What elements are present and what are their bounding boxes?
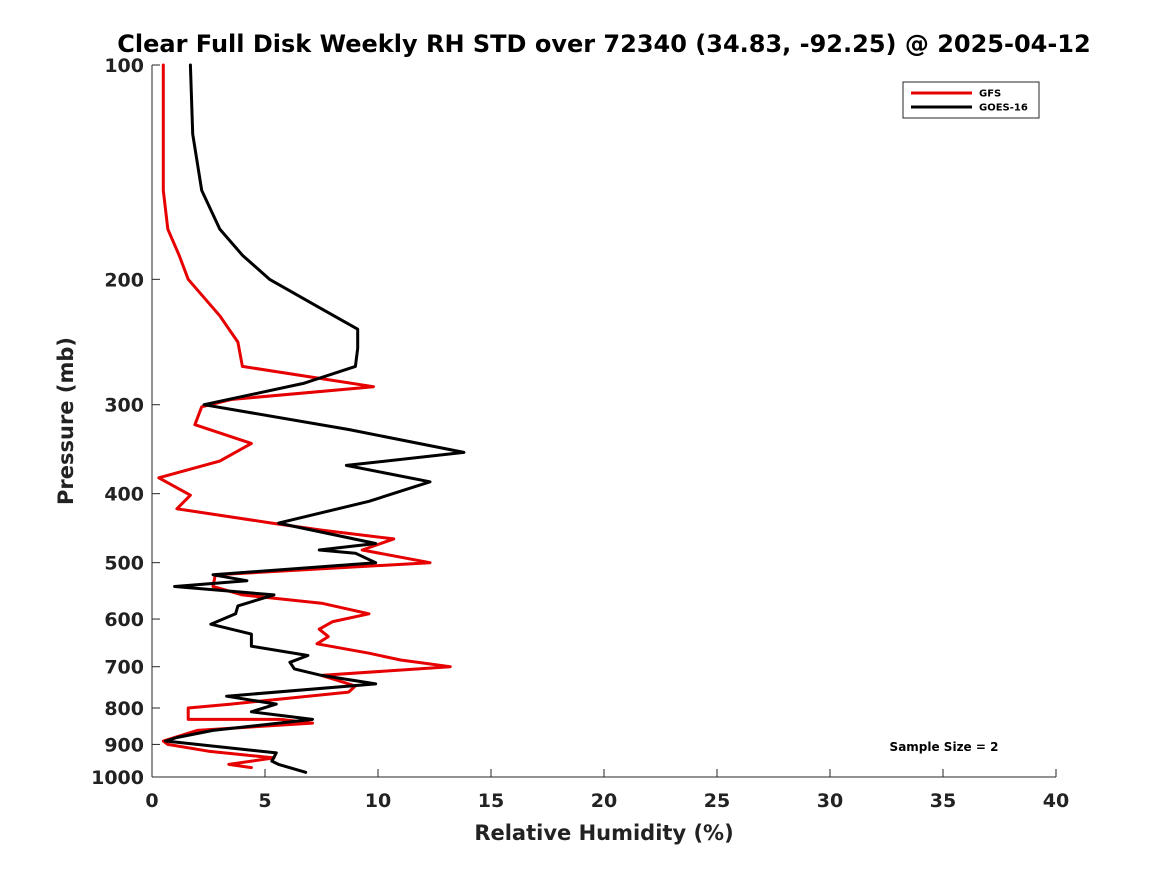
chart-title: Clear Full Disk Weekly RH STD over 72340… (117, 30, 1090, 58)
y-tick-label: 900 (104, 734, 144, 756)
series-layer (157, 63, 466, 774)
x-tick-label: 35 (930, 790, 956, 812)
x-tick-label: 25 (704, 790, 730, 812)
x-tick-label: 0 (145, 790, 158, 812)
legend-box (902, 81, 1040, 119)
y-tick-label: 100 (104, 55, 144, 77)
y-tick-label: 500 (104, 553, 144, 575)
y-ticks: 100 200 300 400 500 600 700 800 900 1000 (91, 55, 160, 789)
series-line-goes-16 (164, 63, 466, 774)
plot-axes (151, 65, 1056, 778)
x-tick-label: 30 (817, 790, 843, 812)
y-tick-label: 200 (104, 269, 144, 291)
y-tick-label: 700 (104, 657, 144, 679)
y-tick-label: 1000 (91, 767, 144, 789)
series-line-gfs (157, 63, 452, 770)
sample-size-annotation: Sample Size = 2 (890, 740, 999, 754)
legend-label-gfs: GFS (979, 89, 1001, 100)
x-tick-label: 40 (1043, 790, 1069, 812)
x-tick-label: 10 (365, 790, 391, 812)
legend-label-goes-16: GOES-16 (979, 103, 1028, 114)
x-axis-label: Relative Humidity (%) (474, 821, 733, 845)
y-tick-label: 400 (104, 484, 144, 506)
y-tick-label: 800 (104, 698, 144, 720)
x-tick-label: 5 (258, 790, 271, 812)
chart-legend: GFS GOES-16 (902, 81, 1040, 119)
y-axis-label: Pressure (mb) (54, 337, 78, 505)
x-tick-label: 20 (591, 790, 617, 812)
y-tick-label: 300 (104, 395, 144, 417)
y-tick-label: 600 (104, 609, 144, 631)
x-tick-label: 15 (478, 790, 504, 812)
x-ticks: 0 5 10 15 20 25 30 35 40 (145, 769, 1069, 812)
